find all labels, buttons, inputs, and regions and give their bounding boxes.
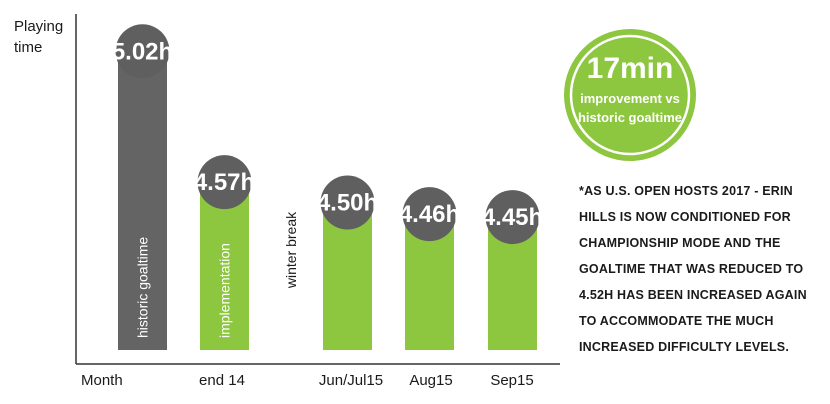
y-axis-title-line2: time bbox=[14, 39, 42, 56]
bar-1 bbox=[118, 53, 167, 350]
value-label-2: 4.57h bbox=[194, 169, 255, 196]
badge-line-1: improvement vs bbox=[580, 91, 680, 106]
x-tick-label-6: Sep15 bbox=[490, 372, 533, 389]
value-bubble-4 bbox=[320, 175, 375, 230]
value-bubble-6 bbox=[485, 190, 540, 245]
y-axis-title: Playing bbox=[14, 18, 63, 35]
x-tick-label-4: Jun/Jul15 bbox=[319, 372, 383, 389]
bar-label-1: historic goaltime bbox=[135, 237, 151, 338]
value-label-1: 5.02h bbox=[112, 38, 173, 65]
value-label-4: 4.50h bbox=[317, 190, 378, 217]
bar-label-2: implementation bbox=[217, 243, 233, 338]
value-bubble-5 bbox=[402, 187, 457, 242]
badge-line-2: historic goaltime bbox=[578, 110, 682, 125]
badge-minutes: 17min bbox=[587, 52, 674, 85]
footnote-text: *As U.S. Open hosts 2017 - Erin Hills is… bbox=[579, 184, 807, 354]
winter-break-label: winter break bbox=[283, 211, 299, 289]
bar-2 bbox=[200, 184, 249, 350]
x-axis-title: Month bbox=[81, 372, 123, 389]
value-label-5: 4.46h bbox=[399, 201, 460, 228]
value-bubble-1 bbox=[115, 24, 170, 79]
improvement-badge: 17min improvement vs historic goaltime bbox=[564, 29, 696, 161]
x-tick-label-5: Aug15 bbox=[409, 372, 452, 389]
badge-ring bbox=[569, 34, 691, 156]
value-bubble-2 bbox=[197, 155, 252, 210]
value-label-6: 4.45h bbox=[482, 204, 543, 231]
x-tick-label-2: end 14 bbox=[199, 372, 245, 389]
badge-circle bbox=[564, 29, 696, 161]
